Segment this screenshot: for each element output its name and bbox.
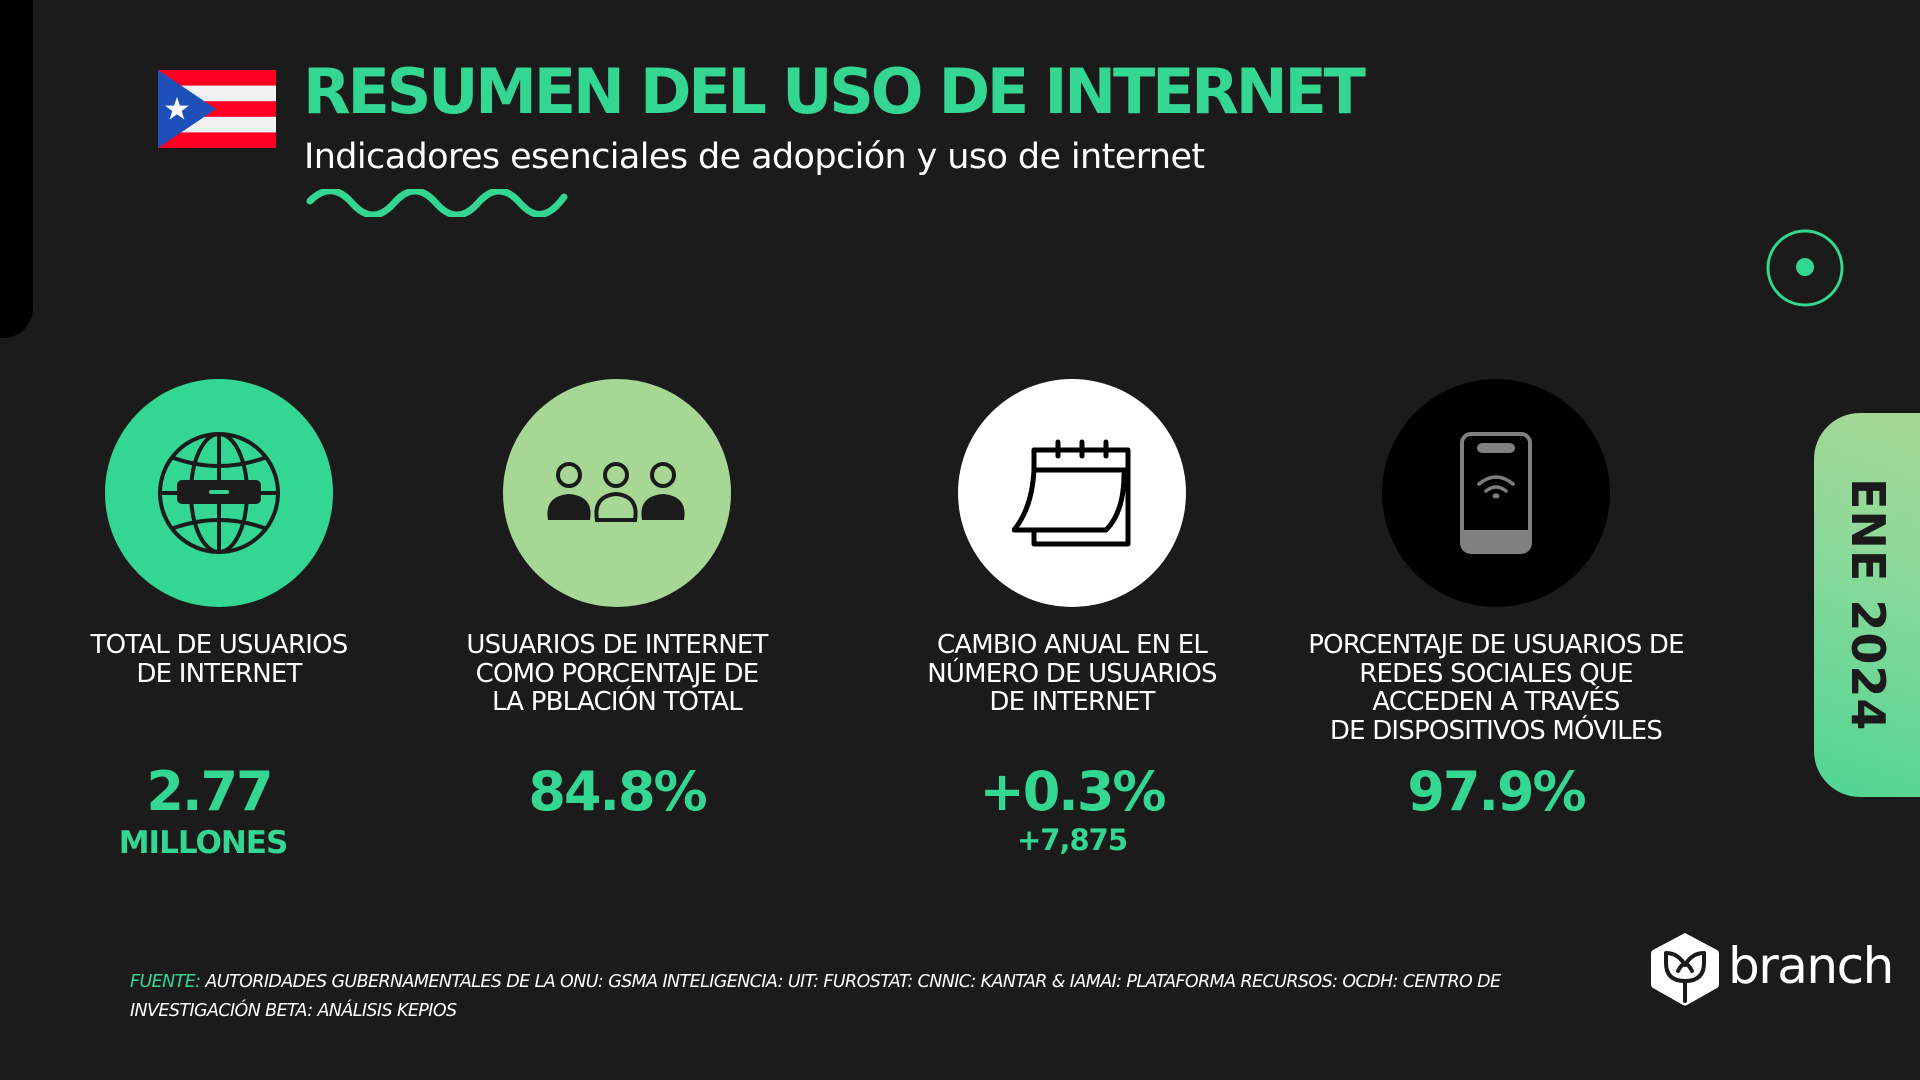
source-footer: FUENTE: AUTORIDADES GUBERNAMENTALES DE L… [130,968,1550,1026]
puerto-rico-flag-icon [158,70,276,148]
target-circle-icon [1766,229,1844,307]
page-title: RESUMEN DEL USO DE INTERNET [303,55,1366,128]
left-decorative-bar [0,0,33,338]
stat-value: 2.77 [146,760,273,823]
wave-divider-icon [306,189,568,217]
stat-subvalue: MILLONES [118,825,289,861]
stat-label: PORCENTAJE DE USUARIOS DE REDES SOCIALES… [1308,630,1684,746]
globe-icon [158,432,280,554]
date-tab: ENE 2024 [1814,413,1920,797]
stat-internet-penetration: USUARIOS DE INTERNET COMO PORCENTAJE DE … [397,379,837,822]
date-label: ENE 2024 [1841,478,1895,732]
stat-label: USUARIOS DE INTERNET COMO PORCENTAJE DE … [466,630,768,717]
stat-icon-circle [105,379,333,607]
stat-icon-circle [1382,379,1610,607]
stat-label: TOTAL DE USUARIOS DE INTERNET [90,630,349,689]
stat-icon-circle [958,379,1186,607]
calendar-icon [1012,439,1131,547]
source-text: AUTORIDADES GUBERNAMENTALES DE LA ONU: G… [130,972,1501,1021]
stat-total-users: TOTAL DE USUARIOS DE INTERNET 2.77 MILLO… [0,379,439,860]
stat-mobile-social-access: PORCENTAJE DE USUARIOS DE REDES SOCIALES… [1276,379,1716,822]
page-subtitle: Indicadores esenciales de adopción y uso… [304,137,1205,177]
stat-value: 84.8% [528,760,707,823]
mobile-wifi-icon [1460,432,1532,554]
stat-annual-change: CAMBIO ANUAL EN EL NÚMERO DE USUARIOS DE… [852,379,1292,857]
stat-value: +0.3% [979,760,1166,823]
branch-tulip-hexagon-icon [1651,933,1719,1006]
source-label: FUENTE: [130,972,201,992]
stat-icon-circle [503,379,731,607]
stat-value: 97.9% [1407,760,1586,823]
stat-label: CAMBIO ANUAL EN EL NÚMERO DE USUARIOS DE… [927,630,1217,717]
branch-logo-text: branch [1728,937,1894,995]
people-group-icon [547,462,685,522]
branch-logo: branch [1650,930,1894,1008]
stat-subvalue: +7,875 [1016,823,1128,857]
